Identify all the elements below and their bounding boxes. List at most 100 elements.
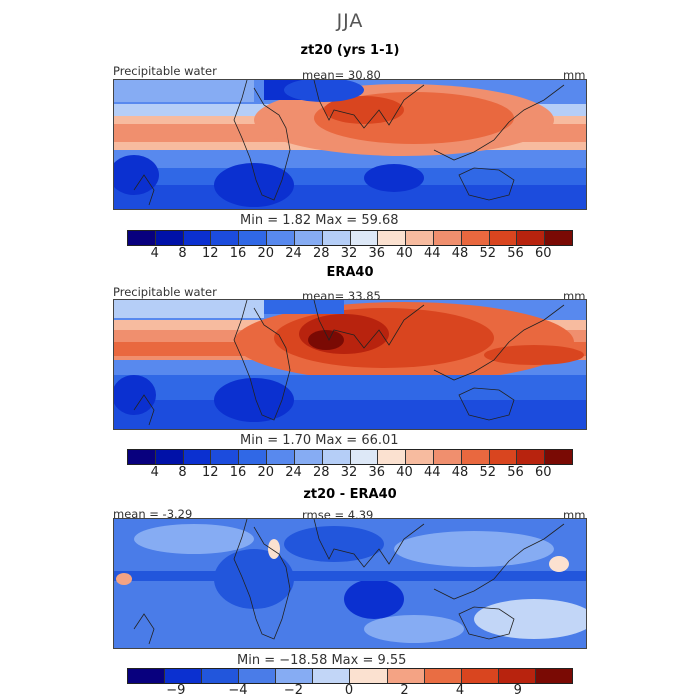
cbar-swatch [489,450,518,464]
panel-1-title: zt20 (yrs 1-1) [300,43,400,58]
cbar-swatch [350,669,388,683]
cbar-swatch [155,450,184,464]
cbar-swatch [461,231,490,245]
panel-1-map [113,79,587,210]
panel-1-variable-label: Precipitable water [113,64,217,78]
cbar-tick: 60 [534,465,552,480]
cbar-tick: 40 [396,465,413,480]
cbar-tick: 52 [479,465,497,480]
cbar-swatch [313,669,351,683]
panel-3-colorbar-ticks: −9 −4 −2 0 2 4 9 [127,683,571,699]
cbar-swatch [276,669,314,683]
cbar-tick: 20 [257,246,275,261]
cbar-tick: 36 [368,465,386,480]
cbar-swatch [350,450,379,464]
cbar-tick: 4 [150,465,159,480]
panel-3-minmax: Min = −18.58 Max = 9.55 [237,653,407,668]
cbar-tick: 0 [344,683,354,698]
cbar-swatch [378,450,407,464]
cbar-tick: 60 [534,246,552,261]
panel-3-title: zt20 - ERA40 [303,487,397,502]
cbar-tick: 24 [285,246,302,261]
cbar-tick: −2 [283,683,304,698]
cbar-swatch [322,450,351,464]
panel-3-mean-label: mean = -3.29 [113,507,193,521]
cbar-tick: −4 [228,683,248,698]
cbar-swatch [406,231,434,245]
cbar-swatch [294,450,323,464]
panel-1-colorbar-ticks: 4 8 12 16 20 24 28 32 36 40 44 48 52 56 … [127,246,571,262]
cbar-tick: 28 [312,246,330,261]
panel-2-title: ERA40 [326,265,374,280]
cbar-tick: 4 [150,246,159,261]
cbar-tick: 24 [285,465,302,480]
figure-title: JJA [336,10,364,32]
panel-2-colorbar-ticks: 4 8 12 16 20 24 28 32 36 40 44 48 52 56 … [127,465,571,481]
cbar-swatch [535,669,572,683]
cbar-tick: 40 [396,246,413,261]
cbar-swatch [350,231,379,245]
cbar-swatch [545,450,572,464]
cbar-tick: 12 [201,246,219,261]
panel-2-map [113,299,587,430]
panel-1-colorbar [127,230,573,246]
panel-3-colorbar [127,668,573,684]
cbar-swatch [202,669,240,683]
panel-2-variable-label: Precipitable water [113,285,217,299]
panel-2-colorbar [127,449,573,465]
cbar-swatch [239,669,277,683]
cbar-swatch [489,231,518,245]
cbar-tick: 48 [451,465,469,480]
cbar-swatch [424,669,462,683]
cbar-swatch [387,669,425,683]
cbar-tick: 4 [455,683,465,698]
cbar-swatch [322,231,351,245]
cbar-tick: 56 [507,246,524,261]
panel-3-map [113,518,587,649]
panel-1-map-field [114,80,586,209]
panel-1-units: mm [563,68,586,82]
cbar-tick: −9 [166,683,186,698]
cbar-swatch [378,231,407,245]
panel-3-map-field [114,519,586,648]
cbar-swatch [545,231,572,245]
cbar-swatch [155,231,184,245]
panel-1-minmax: Min = 1.82 Max = 59.68 [240,213,399,228]
cbar-tick: 48 [451,246,469,261]
cbar-swatch [165,669,203,683]
cbar-tick: 16 [229,246,247,261]
cbar-tick: 9 [513,683,522,698]
panel-2-map-field [114,300,586,429]
cbar-swatch [461,669,499,683]
cbar-swatch [239,450,268,464]
cbar-swatch [183,450,212,464]
cbar-tick: 44 [423,246,441,261]
cbar-tick: 8 [178,246,187,261]
cbar-swatch [128,450,156,464]
cbar-swatch [461,450,490,464]
cbar-tick: 32 [340,465,358,480]
cbar-swatch [498,669,536,683]
cbar-swatch [433,231,462,245]
cbar-tick: 12 [201,465,219,480]
cbar-swatch [267,450,295,464]
cbar-tick: 20 [257,465,275,480]
cbar-swatch [239,231,268,245]
cbar-swatch [211,450,240,464]
panel-2-minmax: Min = 1.70 Max = 66.01 [240,433,399,448]
cbar-swatch [267,231,295,245]
cbar-swatch [211,231,240,245]
cbar-tick: 52 [479,246,497,261]
cbar-swatch [433,450,462,464]
cbar-tick: 36 [368,246,386,261]
cbar-tick: 28 [312,465,330,480]
cbar-swatch [406,450,434,464]
cbar-swatch [517,231,546,245]
cbar-swatch [183,231,212,245]
cbar-tick: 8 [178,465,187,480]
cbar-swatch [128,231,156,245]
cbar-swatch [294,231,323,245]
panel-1-mean-label: mean= 30.80 [302,68,381,82]
cbar-swatch [517,450,546,464]
cbar-tick: 32 [340,246,358,261]
